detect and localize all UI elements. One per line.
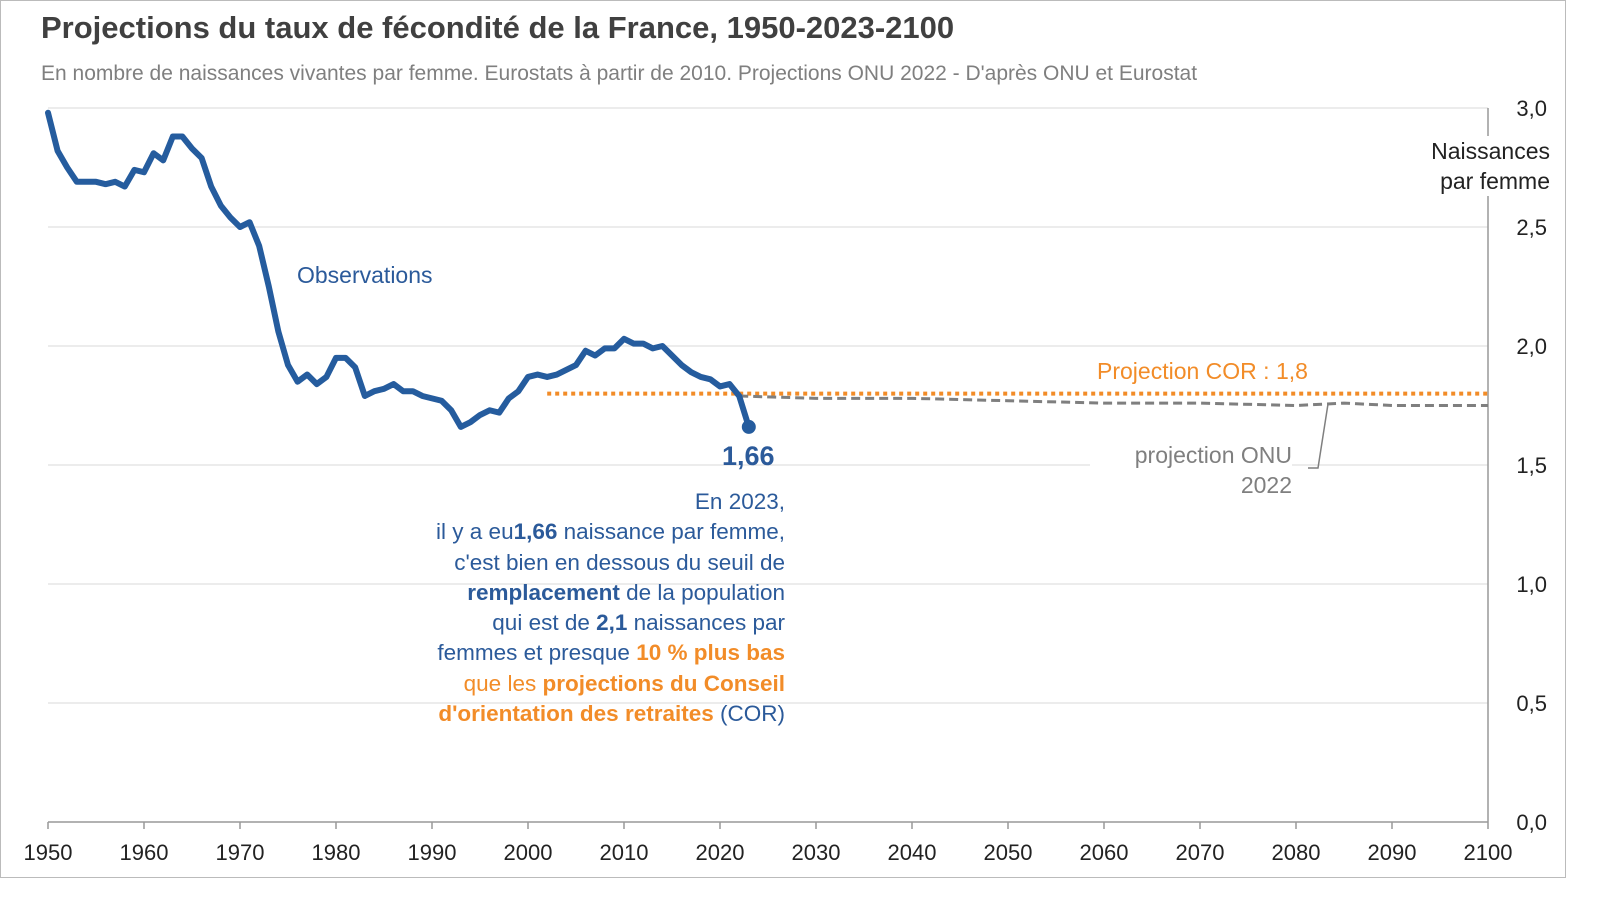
note-orange: que les (463, 670, 543, 696)
y-tick-label: 1,0 (1516, 572, 1547, 597)
x-tick-label: 1960 (120, 840, 169, 865)
y-tick-label: 3,0 (1516, 96, 1547, 121)
x-tick-label: 1970 (216, 840, 265, 865)
y-tick-label: 0,5 (1516, 691, 1547, 716)
note-line: En 2023, (694, 489, 785, 514)
note-text: de la population (619, 579, 785, 605)
last-value-marker (741, 419, 756, 434)
chart-subtitle: En nombre de naissances vivantes par fem… (41, 62, 1198, 85)
x-tick-label: 1990 (408, 840, 457, 865)
x-tick-label: 2010 (600, 840, 649, 865)
note-line: qui est de 2,1 naissances par (355, 608, 785, 638)
note-line: il y a eu1,66 naissance par femme, (355, 517, 785, 547)
note-bold-orange: 10 % plus bas (636, 640, 785, 666)
note-line: femmes et presque 10 % plus bas (355, 638, 785, 668)
x-tick-label: 2050 (984, 840, 1033, 865)
note-text: qui est de (492, 610, 597, 636)
annotation-text: En 2023, il y a eu1,66 naissance par fem… (355, 487, 785, 729)
observations-label: Observations (297, 262, 433, 288)
x-tick-label: 2020 (696, 840, 745, 865)
x-tick-label: 2070 (1176, 840, 1225, 865)
y-tick-label: 0,0 (1516, 810, 1547, 835)
note-bold-orange: d'orientation des retraites (438, 701, 714, 727)
x-tick-label: 2000 (504, 840, 553, 865)
note-text: naissance par femme, (557, 519, 785, 545)
y-tick-label: 1,5 (1516, 453, 1547, 478)
observations-line (45, 109, 752, 430)
note-text: femmes et presque (437, 640, 637, 666)
onu-leader-line (1308, 403, 1329, 469)
note-line: remplacement de la population (355, 578, 785, 608)
note-bold: 1,66 (513, 519, 558, 545)
y-axis-title: Naissances par femme (1400, 136, 1550, 196)
note-bold: 2,1 (596, 610, 628, 636)
x-tick-label: 2030 (792, 840, 841, 865)
note-line: c'est bien en dessous du seuil de (454, 549, 785, 575)
x-tick-label: 2080 (1272, 840, 1321, 865)
chart-frame (0, 0, 1566, 878)
y-tick-label: 2,5 (1516, 215, 1547, 240)
note-line: que les projections du Conseil (355, 669, 785, 699)
onu-projection-line (739, 394, 1488, 408)
y-axis-title-line2: par femme (1440, 168, 1550, 194)
x-tick-label: 1950 (24, 840, 73, 865)
y-axis-title-line1: Naissances (1431, 138, 1550, 164)
x-tick-label: 2040 (888, 840, 937, 865)
x-tick-label: 2060 (1080, 840, 1129, 865)
note-line: d'orientation des retraites (COR) (355, 699, 785, 729)
x-tick-label: 1980 (312, 840, 361, 865)
last-value-label: 1,66 (722, 441, 775, 471)
x-tick-label: 2090 (1368, 840, 1417, 865)
onu-label: projection ONU 2022 (1090, 440, 1292, 500)
y-tick-label: 2,0 (1516, 334, 1547, 359)
chart-title: Projections du taux de fécondité de la F… (41, 10, 955, 45)
note-text: il y a eu (436, 519, 514, 545)
note-text: (COR) (713, 701, 785, 727)
note-bold: remplacement (467, 579, 620, 605)
note-text: naissances par (627, 610, 785, 636)
x-tick-label: 2100 (1464, 840, 1513, 865)
note-bold-orange: projections du Conseil (542, 670, 785, 696)
cor-label: Projection COR : 1,8 (1097, 358, 1308, 384)
